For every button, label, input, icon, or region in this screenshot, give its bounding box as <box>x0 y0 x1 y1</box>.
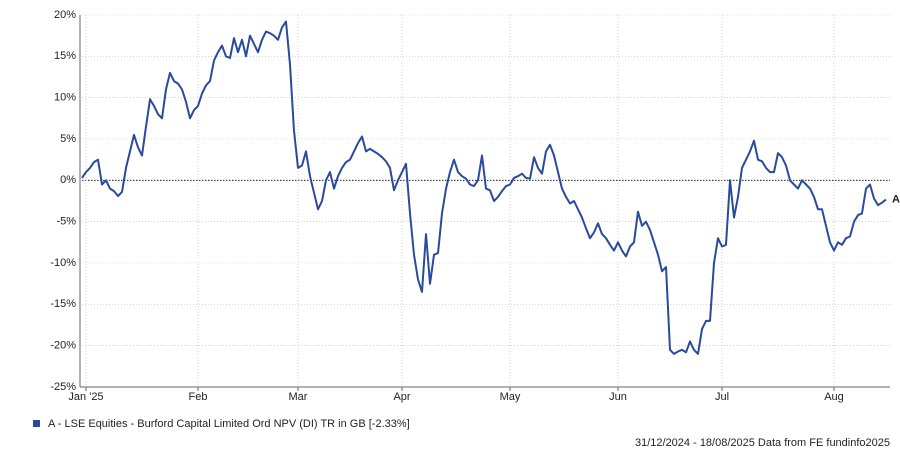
x-tick-label: Jun <box>609 391 627 403</box>
y-tick-label: 10% <box>54 92 76 104</box>
y-tick-label: 5% <box>60 133 76 145</box>
y-tick-label: -5% <box>56 216 76 228</box>
y-tick-label: 0% <box>60 174 76 186</box>
y-tick-label: 20% <box>54 9 76 21</box>
legend-label: A - LSE Equities - Burford Capital Limit… <box>48 418 410 430</box>
x-tick-label: Feb <box>189 391 208 403</box>
y-tick-label: -15% <box>50 298 76 310</box>
x-tick-label: Apr <box>393 391 410 403</box>
y-tick-label: -10% <box>50 257 76 269</box>
legend-swatch <box>33 420 40 427</box>
x-tick-label: Jan '25 <box>68 391 103 403</box>
x-tick-label: Mar <box>289 391 308 403</box>
footer: 31/12/2024 - 18/08/2025 Data from FE fun… <box>635 437 890 449</box>
y-tick-label: -20% <box>50 340 76 352</box>
x-tick-label: May <box>500 391 521 403</box>
y-tick-label: 15% <box>54 50 76 62</box>
series-line <box>81 20 887 355</box>
x-tick-label: Jul <box>715 391 729 403</box>
x-tick-label: Aug <box>824 391 844 403</box>
series-end-label: A <box>892 194 900 206</box>
y-tick-label: -25% <box>50 381 76 393</box>
